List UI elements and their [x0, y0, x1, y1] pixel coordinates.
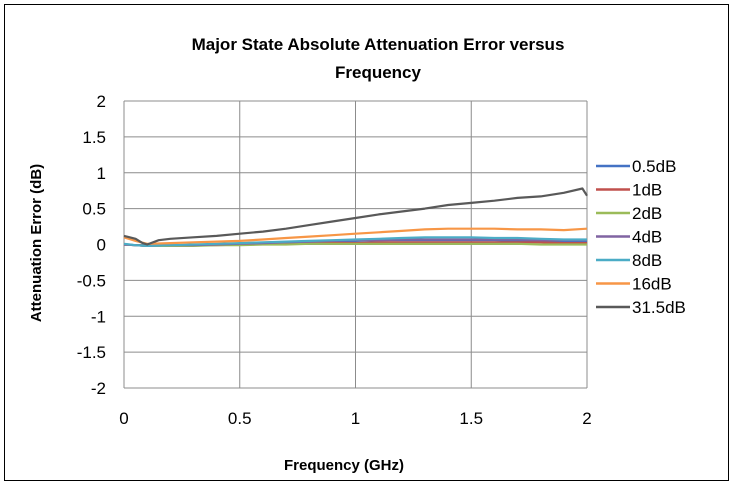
x-tick-label: 1 [351, 409, 360, 428]
legend: 0.5dB 1dB 2dB 4dB 8dB 16dB 31.5dB [596, 157, 686, 317]
chart-title-line-2: Frequency [335, 63, 422, 82]
y-axis-ticks: 2 1.5 1 0.5 0 -0.5 -1 -1.5 -2 [77, 92, 106, 398]
y-tick-label: -0.5 [77, 271, 106, 290]
y-tick-label: 0.5 [82, 200, 106, 219]
y-tick-label: 0 [97, 236, 106, 255]
legend-label: 4dB [632, 228, 662, 247]
legend-label: 31.5dB [632, 298, 686, 317]
y-tick-label: 2 [97, 92, 106, 111]
y-tick-label: -1 [91, 307, 106, 326]
chart-title-line-1: Major State Absolute Attenuation Error v… [192, 35, 565, 54]
x-tick-label: 0.5 [228, 409, 252, 428]
x-tick-label: 0 [119, 409, 128, 428]
legend-label: 16dB [632, 275, 672, 294]
x-tick-label: 2 [582, 409, 591, 428]
x-tick-label: 1.5 [459, 409, 483, 428]
legend-label: 0.5dB [632, 157, 676, 176]
y-tick-label: 1.5 [82, 128, 106, 147]
y-tick-label: 1 [97, 164, 106, 183]
legend-label: 2dB [632, 204, 662, 223]
series-lines [123, 187, 588, 247]
legend-label: 1dB [632, 181, 662, 200]
x-axis-ticks: 0 0.5 1 1.5 2 [119, 409, 591, 428]
series-line-31.5dB [123, 187, 588, 246]
series-line-16dB [123, 227, 588, 245]
legend-label: 8dB [632, 251, 662, 270]
y-tick-label: -1.5 [77, 343, 106, 362]
chart-frame [4, 4, 729, 481]
series-line-8dB [123, 236, 587, 247]
y-axis-title: Attenuation Error (dB) [28, 164, 45, 322]
y-tick-label: -2 [91, 379, 106, 398]
x-axis-title: Frequency (GHz) [284, 457, 404, 474]
